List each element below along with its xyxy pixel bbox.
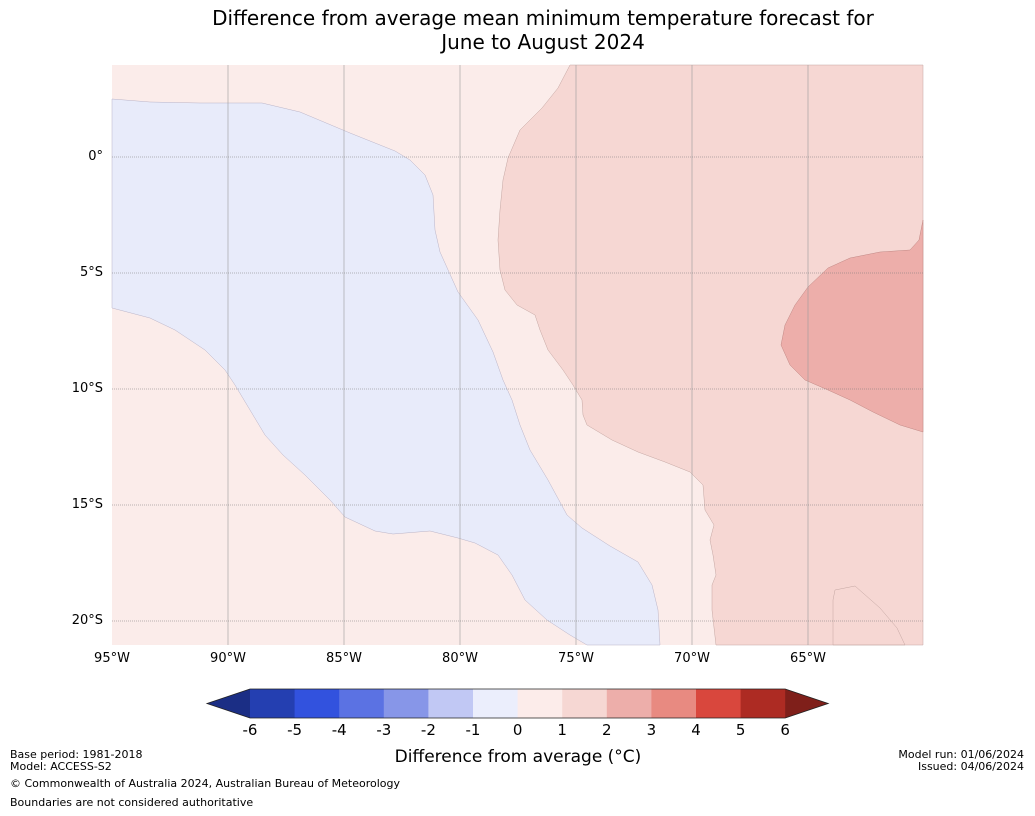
latitude-label: 20°S xyxy=(71,613,103,628)
colorbar-tick-label: -5 xyxy=(287,721,303,739)
latitude-label: 10°S xyxy=(71,381,103,396)
chart-title: Difference from average mean minimum tem… xyxy=(0,6,1035,54)
longitude-label: 65°W xyxy=(790,651,826,666)
colorbar-tick-label: -6 xyxy=(242,721,258,739)
longitude-label: 75°W xyxy=(558,651,594,666)
colorbar-tick-label: -2 xyxy=(420,721,436,739)
colorbar-tick-label: 5 xyxy=(735,721,746,739)
zone-minus-1-to-0 xyxy=(111,98,661,646)
colorbar-tick-label: 3 xyxy=(646,721,657,739)
colorbar-tick-label: 2 xyxy=(602,721,612,739)
colorbar-tick-label: 0 xyxy=(512,721,523,739)
copyright-text: © Commonwealth of Australia 2024, Austra… xyxy=(10,777,400,790)
colorbar-label: Difference from average (°C) xyxy=(394,747,642,767)
longitude-label: 70°W xyxy=(674,651,710,666)
longitude-label: 95°W xyxy=(94,651,130,666)
zone-1-to-2 xyxy=(497,64,924,646)
model-run-text: Model run: 01/06/2024 xyxy=(898,748,1024,761)
colorbar-tick-label: 1 xyxy=(557,721,567,739)
latitude-label: 5°S xyxy=(79,265,103,280)
colorbar-tick-label: -4 xyxy=(331,721,347,739)
colorbar-tick-label: 6 xyxy=(780,721,790,739)
title-line-1: Difference from average mean minimum tem… xyxy=(212,6,874,30)
colorbar-tick-label: -3 xyxy=(376,721,392,739)
issued-text: Issued: 04/06/2024 xyxy=(917,760,1024,773)
base-period-text: Base period: 1981-2018 xyxy=(10,748,143,761)
boundaries-disclaimer: Boundaries are not considered authoritat… xyxy=(10,796,254,809)
colorbar-tick-label: 4 xyxy=(691,721,701,739)
model-text: Model: ACCESS-S2 xyxy=(10,760,112,773)
latitude-label: 0° xyxy=(88,149,103,164)
gridlines xyxy=(112,65,923,645)
zone-2-to-3 xyxy=(780,219,924,433)
longitude-label: 85°W xyxy=(326,651,362,666)
longitude-label: 90°W xyxy=(210,651,246,666)
longitude-label: 80°W xyxy=(442,651,478,666)
colorbar-tick-label: -1 xyxy=(465,721,481,739)
latitude-label: 15°S xyxy=(71,497,103,512)
title-line-2: June to August 2024 xyxy=(441,30,645,54)
